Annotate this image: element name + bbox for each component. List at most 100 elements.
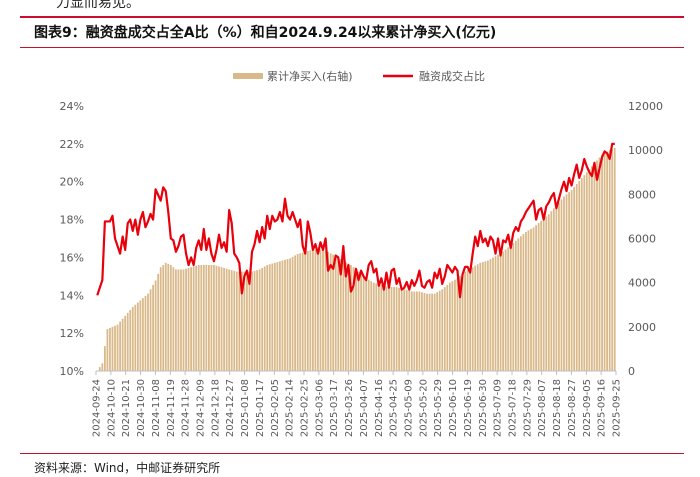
cumulative-buy-bar bbox=[395, 287, 398, 371]
cumulative-buy-bar bbox=[207, 265, 210, 371]
cumulative-buy-bar bbox=[322, 250, 324, 371]
cumulative-buy-bar bbox=[446, 284, 449, 372]
right-axis-tick-label: 6000 bbox=[628, 233, 656, 246]
cumulative-buy-bar bbox=[398, 287, 401, 371]
cumulative-buy-bar bbox=[418, 291, 421, 371]
cumulative-buy-bar bbox=[525, 231, 527, 372]
cumulative-buy-bar bbox=[266, 265, 269, 371]
cumulative-buy-bar bbox=[220, 267, 223, 371]
cumulative-buy-bar bbox=[441, 289, 444, 371]
cumulative-buy-bar bbox=[497, 254, 499, 371]
cumulative-buy-bar bbox=[479, 262, 482, 371]
cumulative-buy-bar bbox=[517, 238, 520, 371]
cumulative-buy-bar bbox=[360, 273, 362, 371]
cumulative-buy-bar bbox=[134, 304, 137, 371]
cumulative-buy-bar bbox=[152, 284, 154, 372]
left-axis-tick-label: 10% bbox=[60, 365, 84, 378]
x-axis-tick-label: 2025-05-29 bbox=[433, 379, 444, 437]
cumulative-buy-bar bbox=[136, 302, 139, 371]
cumulative-buy-bar bbox=[540, 220, 543, 371]
x-axis-tick-label: 2025-04-16 bbox=[374, 379, 385, 437]
cumulative-buy-bar bbox=[111, 326, 114, 371]
previous-page-text: 力显而易见。 bbox=[56, 0, 140, 11]
cumulative-buy-bar bbox=[235, 271, 238, 372]
cumulative-buy-bar bbox=[456, 278, 459, 371]
right-axis-tick-label: 4000 bbox=[628, 277, 656, 290]
cumulative-buy-bar bbox=[256, 270, 258, 371]
cumulative-buy-bar bbox=[367, 279, 370, 371]
x-axis-tick-label: 2025-08-18 bbox=[552, 379, 563, 437]
cumulative-buy-bar bbox=[403, 289, 406, 371]
cumulative-buy-bar bbox=[606, 151, 609, 371]
x-axis-tick-label: 2025-09-25 bbox=[612, 379, 623, 437]
x-axis-tick-label: 2025-02-14 bbox=[285, 379, 296, 437]
cumulative-buy-bar bbox=[119, 321, 121, 371]
cumulative-buy-bar bbox=[101, 363, 104, 371]
cumulative-buy-bar bbox=[461, 273, 464, 371]
cumulative-buy-bar bbox=[273, 262, 276, 371]
x-axis-tick-label: 2025-08-07 bbox=[537, 379, 548, 437]
cumulative-buy-bar bbox=[109, 327, 111, 371]
cumulative-buy-bar bbox=[405, 290, 408, 371]
right-axis-tick-label: 10000 bbox=[628, 144, 663, 157]
cumulative-buy-bar bbox=[246, 271, 248, 372]
cumulative-buy-bar bbox=[352, 267, 355, 371]
cumulative-buy-bar bbox=[570, 189, 573, 371]
x-axis-tick-label: 2025-05-20 bbox=[418, 379, 429, 437]
cumulative-buy-bar bbox=[400, 288, 403, 371]
cumulative-buy-bar bbox=[233, 270, 236, 371]
cumulative-buy-bar bbox=[317, 249, 319, 371]
cumulative-buy-bar bbox=[512, 242, 515, 371]
cumulative-buy-bar bbox=[126, 312, 129, 371]
cumulative-buy-bar bbox=[225, 268, 228, 371]
cumulative-buy-bar bbox=[240, 271, 243, 372]
x-axis-tick-label: 2025-07-09 bbox=[493, 379, 504, 437]
footer-rule bbox=[20, 453, 684, 454]
cumulative-buy-bar bbox=[185, 268, 187, 371]
cumulative-buy-bar bbox=[519, 236, 522, 371]
cumulative-buy-bar bbox=[202, 265, 205, 371]
cumulative-buy-bar bbox=[383, 285, 385, 371]
cumulative-buy-bar bbox=[230, 270, 233, 371]
cumulative-buy-bar bbox=[410, 291, 413, 371]
cumulative-buy-bar bbox=[560, 199, 563, 371]
cumulative-buy-bar bbox=[162, 265, 165, 371]
cumulative-buy-bar bbox=[116, 324, 119, 372]
cumulative-buy-bar bbox=[106, 329, 109, 371]
cumulative-buy-bar bbox=[157, 273, 160, 371]
cumulative-buy-bar bbox=[263, 266, 266, 371]
cumulative-buy-bar bbox=[175, 269, 177, 371]
x-axis-tick-label: 2024-11-28 bbox=[181, 379, 192, 437]
cumulative-buy-bar bbox=[197, 265, 200, 371]
cumulative-buy-bar bbox=[565, 194, 568, 371]
cumulative-buy-bar bbox=[573, 186, 576, 371]
margin-share-line bbox=[96, 142, 615, 299]
legend-line-label: 融资成交占比 bbox=[419, 69, 485, 83]
cumulative-buy-bar bbox=[469, 268, 472, 371]
left-axis-tick-label: 14% bbox=[60, 289, 84, 302]
cumulative-buy-bar bbox=[454, 279, 456, 371]
cumulative-buy-bar bbox=[489, 259, 492, 371]
cumulative-buy-bar bbox=[476, 264, 479, 371]
x-axis-tick-label: 2025-06-19 bbox=[463, 379, 474, 437]
left-axis-tick-label: 22% bbox=[60, 138, 84, 151]
cumulative-buy-bar bbox=[276, 262, 279, 371]
cumulative-buy-bar bbox=[502, 251, 505, 371]
cumulative-buy-bar bbox=[182, 269, 185, 371]
cumulative-buy-bar bbox=[289, 258, 291, 372]
cumulative-buy-bar bbox=[334, 256, 337, 371]
cumulative-buy-bar bbox=[281, 260, 284, 371]
cumulative-buy-bar bbox=[555, 205, 558, 372]
x-axis-tick-label: 2025-03-06 bbox=[314, 379, 325, 437]
left-axis-tick-label: 16% bbox=[60, 251, 84, 264]
x-axis-tick-label: 2024-12-27 bbox=[225, 379, 236, 437]
x-axis-tick-label: 2025-01-08 bbox=[240, 379, 251, 437]
x-axis-tick-label: 2025-07-29 bbox=[522, 379, 533, 437]
cumulative-buy-bar bbox=[304, 251, 307, 371]
cumulative-buy-bar bbox=[327, 251, 329, 371]
x-axis-tick-label: 2025-03-17 bbox=[329, 379, 340, 437]
legend-bar-swatch bbox=[233, 73, 263, 79]
cumulative-buy-bar bbox=[159, 267, 162, 371]
cumulative-buy-bar bbox=[494, 256, 497, 371]
cumulative-buy-bar bbox=[324, 251, 327, 371]
